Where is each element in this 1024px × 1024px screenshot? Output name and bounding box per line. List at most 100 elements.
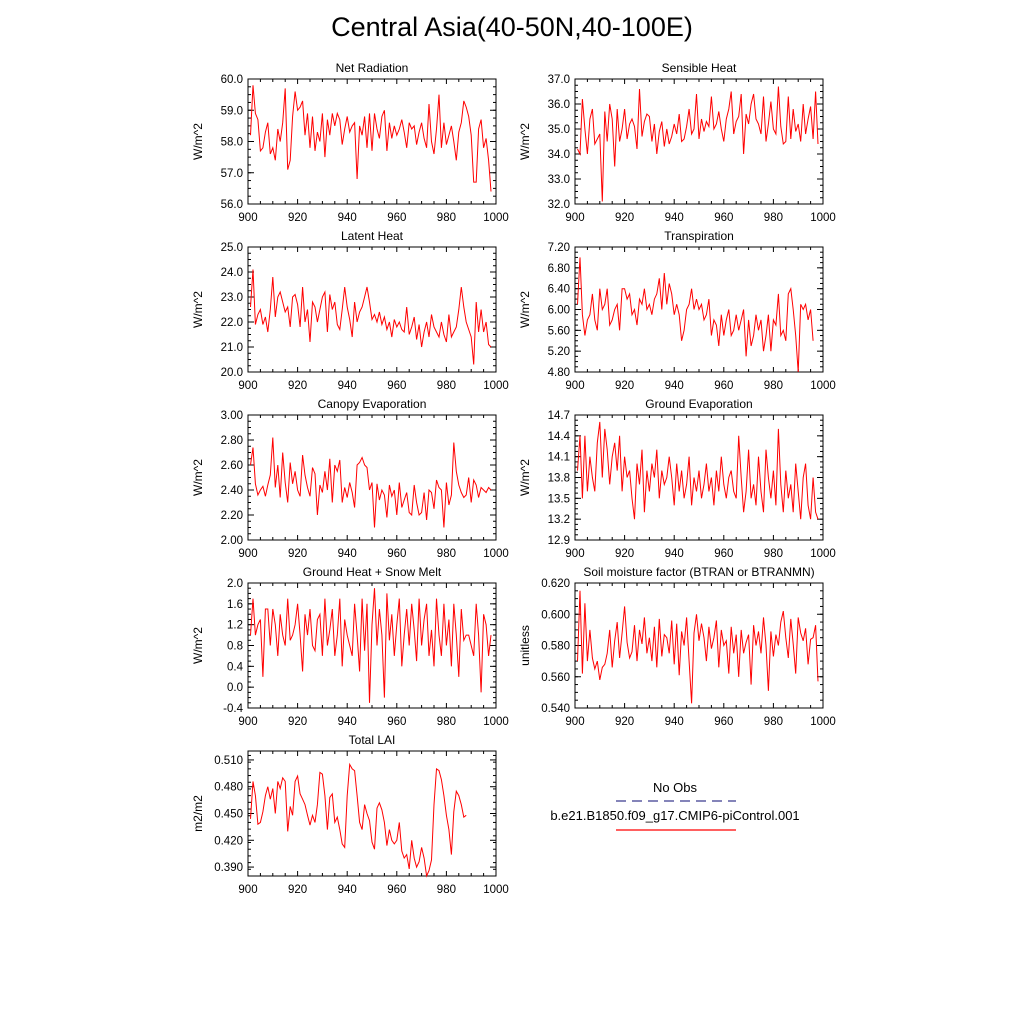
panel-sensible-heat-ytick-label: 34.0 [548, 149, 570, 161]
panel-net-radiation-xtick-label: 940 [338, 212, 357, 224]
panel-net-radiation-series-line [250, 85, 492, 192]
panel-transpiration-title: Transpiration [664, 229, 734, 243]
panel-total-lai-ytick-label: 0.420 [214, 835, 243, 847]
legend: No Obs b.e21.B1850.f09_g17.CMIP6-piContr… [550, 780, 800, 831]
panel-soil-moisture-factor-btran-or-btranmn-xtick-label: 960 [714, 716, 733, 728]
panel-net-radiation-ytick-label: 56.0 [221, 199, 243, 211]
figure-title: Central Asia(40-50N,40-100E) [331, 12, 693, 42]
panel-soil-moisture-factor-btran-or-btranmn-ytick-label: 0.580 [541, 641, 570, 653]
panel-canopy-evaporation-series-line [250, 437, 492, 528]
panel-canopy-evaporation-xtick-label: 920 [288, 548, 307, 560]
panel-latent-heat-xtick-label: 900 [238, 380, 257, 392]
panel-sensible-heat-ytick-label: 35.0 [548, 124, 570, 136]
panel-net-radiation-ytick-label: 59.0 [221, 105, 243, 117]
panel-soil-moisture-factor-btran-or-btranmn-ylabel: unitless [518, 625, 532, 666]
panel-canopy-evaporation-ytick-label: 3.00 [221, 410, 243, 422]
panel-ground-heat-snow-melt-ytick-label: 0.4 [227, 661, 244, 673]
panel-transpiration-ytick-label: 5.20 [548, 346, 570, 358]
panel-transpiration-ytick-label: 6.40 [548, 284, 570, 296]
panel-total-lai-xtick-label: 1000 [483, 884, 509, 896]
panel-net-radiation-xtick-label: 900 [238, 212, 257, 224]
panel-sensible-heat-ytick-label: 32.0 [548, 199, 570, 211]
panel-sensible-heat-xtick-label: 900 [565, 212, 584, 224]
panel-sensible-heat-ytick-label: 33.0 [548, 174, 570, 186]
legend-model-label: b.e21.B1850.f09_g17.CMIP6-piControl.001 [550, 808, 799, 823]
panel-transpiration-xtick-label: 960 [714, 380, 733, 392]
panel-canopy-evaporation-xtick-label: 940 [338, 548, 357, 560]
panel-ground-heat-snow-melt-ytick-label: 1.2 [227, 620, 243, 632]
panel-net-radiation-xtick-label: 1000 [483, 212, 509, 224]
panel-canopy-evaporation-ytick-label: 2.00 [221, 535, 243, 547]
panel-soil-moisture-factor-btran-or-btranmn-ytick-label: 0.540 [541, 703, 570, 715]
panel-ground-evaporation-xtick-label: 1000 [810, 548, 836, 560]
panel-total-lai-xtick-label: 920 [288, 884, 307, 896]
panel-ground-evaporation-title: Ground Evaporation [645, 397, 752, 411]
panel-ground-evaporation-ytick-label: 13.2 [548, 514, 570, 526]
panel-ground-heat-snow-melt-xtick-label: 1000 [483, 716, 509, 728]
panel-transpiration-xtick-label: 980 [764, 380, 783, 392]
panel-ground-evaporation-xtick-label: 960 [714, 548, 733, 560]
panel-soil-moisture-factor-btran-or-btranmn-xtick-label: 940 [665, 716, 684, 728]
panel-total-lai-frame [247, 750, 497, 877]
panel-latent-heat-ylabel: W/m^2 [191, 291, 205, 328]
panel-soil-moisture-factor-btran-or-btranmn-series-line [577, 590, 819, 704]
panel-transpiration-ytick-label: 6.80 [548, 263, 570, 275]
panel-net-radiation-title: Net Radiation [336, 61, 409, 75]
panel-ground-heat-snow-melt-xtick-label: 940 [338, 716, 357, 728]
panel-latent-heat-xtick-label: 1000 [483, 380, 509, 392]
panel-total-lai-ytick-label: 0.390 [214, 862, 243, 874]
panel-soil-moisture-factor-btran-or-btranmn-ytick-label: 0.560 [541, 672, 570, 684]
panel-soil-moisture-factor-btran-or-btranmn: Soil moisture factor (BTRAN or BTRANMN) u… [518, 565, 836, 728]
panel-ground-heat-snow-melt-xtick-label: 920 [288, 716, 307, 728]
panel-total-lai-xtick-label: 940 [338, 884, 357, 896]
panel-ground-heat-snow-melt-series-line [250, 588, 492, 703]
panel-canopy-evaporation-xtick-label: 960 [387, 548, 406, 560]
panel-ground-heat-snow-melt-ylabel: W/m^2 [191, 627, 205, 664]
panel-total-lai-xtick-label: 980 [437, 884, 456, 896]
panel-soil-moisture-factor-btran-or-btranmn-title: Soil moisture factor (BTRAN or BTRANMN) [583, 565, 814, 579]
panel-ground-evaporation-xtick-label: 900 [565, 548, 584, 560]
panel-latent-heat: Latent Heat W/m^2 900 920 940 960 980 1000 20.0 2… [191, 229, 509, 392]
panel-canopy-evaporation-ylabel: W/m^2 [191, 459, 205, 496]
panel-net-radiation-xtick-label: 980 [437, 212, 456, 224]
panel-sensible-heat-xtick-label: 1000 [810, 212, 836, 224]
panel-sensible-heat-xtick-label: 980 [764, 212, 783, 224]
panel-total-lai: Total LAI m2/m2 900 920 940 960 980 1000 0.390 0.… [191, 733, 509, 896]
panel-ground-evaporation-xtick-label: 920 [615, 548, 634, 560]
panel-total-lai-xtick-label: 960 [387, 884, 406, 896]
panel-ground-evaporation-ylabel: W/m^2 [518, 459, 532, 496]
panel-ground-evaporation-ytick-label: 14.7 [548, 410, 570, 422]
panel-ground-heat-snow-melt-ytick-label: 0.8 [227, 641, 243, 653]
panel-transpiration-ytick-label: 4.80 [548, 367, 570, 379]
panel-transpiration-ytick-label: 7.20 [548, 242, 570, 254]
panel-ground-evaporation-xtick-label: 940 [665, 548, 684, 560]
panel-sensible-heat: Sensible Heat W/m^2 900 920 940 960 980 1000 32.… [518, 61, 836, 224]
panel-ground-heat-snow-melt-xtick-label: 900 [238, 716, 257, 728]
panel-sensible-heat-xtick-label: 940 [665, 212, 684, 224]
panel-soil-moisture-factor-btran-or-btranmn-ytick-label: 0.620 [541, 578, 570, 590]
panel-latent-heat-series-line [250, 269, 492, 365]
panel-latent-heat-title: Latent Heat [341, 229, 404, 243]
panel-canopy-evaporation-ytick-label: 2.40 [221, 485, 243, 497]
panel-ground-evaporation-ytick-label: 14.1 [548, 452, 570, 464]
panel-total-lai-ytick-label: 0.510 [214, 755, 243, 767]
panel-soil-moisture-factor-btran-or-btranmn-frame [574, 582, 824, 709]
panel-net-radiation-ytick-label: 58.0 [221, 137, 243, 149]
panels-group: Net Radiation W/m^2 900 920 940 960 980 1000 56.… [191, 61, 836, 896]
panel-soil-moisture-factor-btran-or-btranmn-xtick-label: 920 [615, 716, 634, 728]
panel-sensible-heat-ytick-label: 37.0 [548, 74, 570, 86]
panel-sensible-heat-ytick-label: 36.0 [548, 99, 570, 111]
panel-net-radiation-xtick-label: 960 [387, 212, 406, 224]
panel-transpiration-xtick-label: 940 [665, 380, 684, 392]
panel-ground-heat-snow-melt-ytick-label: 1.6 [227, 599, 243, 611]
panel-ground-heat-snow-melt-ytick-label: 2.0 [227, 578, 243, 590]
panel-canopy-evaporation-ytick-label: 2.20 [221, 510, 243, 522]
panel-ground-evaporation-ytick-label: 13.5 [548, 493, 570, 505]
panel-transpiration-xtick-label: 900 [565, 380, 584, 392]
panel-latent-heat-xtick-label: 980 [437, 380, 456, 392]
panel-ground-heat-snow-melt-ytick-label: -0.4 [223, 703, 243, 715]
panel-latent-heat-xtick-label: 940 [338, 380, 357, 392]
panel-transpiration-ytick-label: 6.00 [548, 305, 570, 317]
panel-sensible-heat-title: Sensible Heat [662, 61, 737, 75]
